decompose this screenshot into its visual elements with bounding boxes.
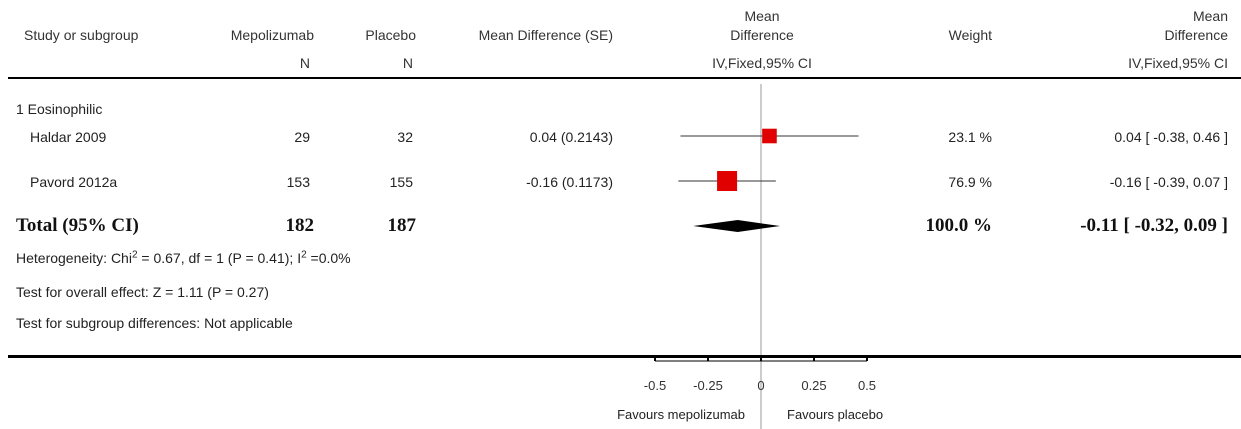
x-tick-label: 0.5 (858, 378, 876, 393)
study-box (762, 128, 777, 144)
header-n-placebo: N (402, 55, 413, 71)
study-n2: 155 (389, 174, 413, 190)
header-md-plot-line1: Mean (744, 8, 780, 24)
x-tick-label: -0.25 (693, 378, 723, 393)
header-weight: Weight (948, 27, 992, 43)
study-n1: 153 (286, 174, 310, 190)
subgroup-diff-text: Test for subgroup differences: Not appli… (16, 315, 293, 331)
header-study: Study or subgroup (24, 27, 139, 43)
pooled-diamond (693, 220, 781, 232)
total-label: Total (95% CI) (16, 215, 139, 236)
study-box (717, 171, 738, 191)
header-md-ci-line1: Mean (1192, 8, 1228, 24)
total-n1: 182 (285, 215, 315, 236)
overall-effect-text: Test for overall effect: Z = 1.11 (P = 0… (16, 284, 269, 300)
favours-right: Favours placebo (787, 407, 884, 422)
study-n1: 29 (294, 129, 310, 145)
x-tick-label: 0 (757, 378, 764, 393)
footer-rule (8, 355, 1241, 358)
total-ci: -0.11 [ -0.32, 0.09 ] (1080, 215, 1228, 236)
header-n-mepolizumab: N (299, 55, 310, 71)
study-md-se: -0.16 (0.1173) (526, 174, 613, 190)
total-weight: 100.0 % (925, 215, 993, 236)
header-method-ci: IV,Fixed,95% CI (1128, 55, 1228, 71)
header-placebo: Placebo (365, 27, 416, 43)
header-mepolizumab: Mepolizumab (230, 27, 314, 43)
x-tick-label: -0.5 (644, 378, 666, 393)
header-md-ci-line2: Difference (1164, 27, 1228, 43)
header-md-plot-line2: Difference (730, 27, 794, 43)
study-weight: 23.1 % (948, 129, 992, 145)
subgroup-label: 1 Eosinophilic (16, 101, 103, 117)
study-weight: 76.9 % (948, 174, 992, 190)
header-md-se: Mean Difference (SE) (478, 27, 613, 43)
heterogeneity-text: Heterogeneity: Chi2 = 0.67, df = 1 (P = … (16, 249, 351, 266)
study-ci: 0.04 [ -0.38, 0.46 ] (1114, 129, 1228, 145)
study-md-se: 0.04 (0.2143) (529, 129, 613, 145)
study-n2: 32 (397, 129, 413, 145)
header-method-plot: IV,Fixed,95% CI (712, 55, 812, 71)
study-name: Pavord 2012a (30, 174, 118, 190)
favours-left: Favours mepolizumab (617, 407, 745, 422)
study-name: Haldar 2009 (30, 129, 107, 145)
x-tick-label: 0.25 (801, 378, 826, 393)
header-rule (8, 77, 1241, 79)
study-ci: -0.16 [ -0.39, 0.07 ] (1109, 174, 1228, 190)
total-n2: 187 (387, 215, 417, 236)
